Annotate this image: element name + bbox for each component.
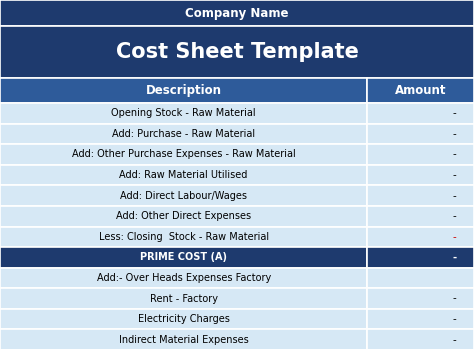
Text: Less: Closing  Stock - Raw Material: Less: Closing Stock - Raw Material: [99, 232, 269, 242]
Bar: [367, 103, 474, 124]
Bar: [367, 329, 474, 349]
Text: Description: Description: [146, 84, 222, 97]
Bar: [0, 78, 367, 103]
Text: -: -: [453, 335, 456, 345]
Text: Amount: Amount: [395, 84, 447, 97]
Bar: [367, 268, 474, 288]
Text: -: -: [453, 252, 457, 262]
Bar: [0, 103, 367, 124]
Bar: [0, 227, 367, 247]
Bar: [367, 78, 474, 103]
Bar: [367, 247, 474, 268]
Bar: [0, 144, 367, 165]
Text: Electricity Charges: Electricity Charges: [138, 314, 229, 324]
Text: -: -: [453, 170, 456, 180]
Text: -: -: [453, 149, 456, 159]
Bar: [0, 247, 367, 268]
Bar: [367, 309, 474, 329]
Text: Opening Stock - Raw Material: Opening Stock - Raw Material: [111, 108, 256, 118]
Bar: [0, 206, 367, 227]
Text: -: -: [453, 108, 456, 118]
Bar: [367, 288, 474, 309]
Text: Add: Raw Material Utilised: Add: Raw Material Utilised: [119, 170, 248, 180]
Bar: [0, 165, 367, 185]
Text: Add:- Over Heads Expenses Factory: Add:- Over Heads Expenses Factory: [97, 273, 271, 283]
Bar: [0, 329, 367, 349]
Text: -: -: [453, 294, 456, 304]
Bar: [0, 185, 367, 206]
Text: -: -: [453, 129, 456, 139]
Bar: [0, 268, 367, 288]
Bar: [0, 288, 367, 309]
Bar: [0, 26, 474, 78]
Text: -: -: [453, 211, 456, 221]
Bar: [367, 206, 474, 227]
Text: Add: Direct Labour/Wages: Add: Direct Labour/Wages: [120, 191, 247, 201]
Text: Company Name: Company Name: [185, 7, 289, 20]
Bar: [0, 124, 367, 144]
Text: Rent - Factory: Rent - Factory: [150, 294, 218, 304]
Bar: [367, 227, 474, 247]
Text: Add: Other Direct Expenses: Add: Other Direct Expenses: [116, 211, 251, 221]
Bar: [367, 185, 474, 206]
Text: -: -: [453, 314, 456, 324]
Text: -: -: [453, 191, 456, 201]
Text: Add: Purchase - Raw Material: Add: Purchase - Raw Material: [112, 129, 255, 139]
Text: Cost Sheet Template: Cost Sheet Template: [116, 42, 358, 62]
Text: -: -: [453, 232, 456, 242]
Bar: [367, 124, 474, 144]
Text: Indirect Material Expenses: Indirect Material Expenses: [119, 335, 248, 345]
Text: PRIME COST (A): PRIME COST (A): [140, 252, 227, 262]
Text: Add: Other Purchase Expenses - Raw Material: Add: Other Purchase Expenses - Raw Mater…: [72, 149, 296, 159]
Bar: [367, 144, 474, 165]
Bar: [367, 165, 474, 185]
Bar: [0, 309, 367, 329]
Bar: [0, 0, 474, 26]
